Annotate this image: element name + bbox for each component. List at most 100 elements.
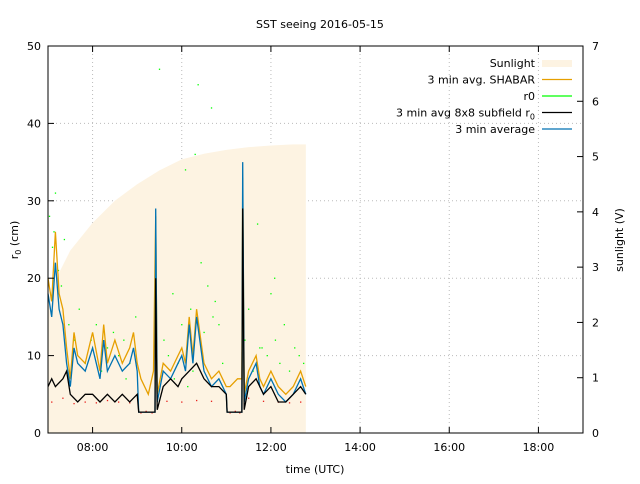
r0-point <box>274 277 276 279</box>
x-tick-label: 14:00 <box>344 441 376 454</box>
legend-subscript: 0 <box>530 113 535 122</box>
r0-point <box>68 324 70 326</box>
r0-point <box>125 378 127 380</box>
r0-low-point <box>151 412 153 414</box>
legend-label: 3 min avg. SHABAR <box>428 74 536 87</box>
r0-point <box>279 362 281 365</box>
r0-low-point <box>95 402 97 404</box>
r0-point <box>197 84 199 86</box>
y2-axis-label: sunlight (V) <box>613 208 626 272</box>
r0-low-point <box>73 402 75 405</box>
r0-point <box>100 370 103 372</box>
chart-title: SST seeing 2016-05-15 <box>256 18 384 31</box>
y-tick-label: 30 <box>27 195 41 208</box>
r0-point <box>53 231 55 233</box>
x-tick-label: 08:00 <box>77 441 109 454</box>
y2-tick-label: 5 <box>592 151 599 164</box>
r0-point <box>218 324 220 326</box>
y2-tick-label: 3 <box>592 261 599 274</box>
r0-low-point <box>288 402 291 404</box>
r0-low-point <box>166 400 168 402</box>
y2-tick-label: 7 <box>592 40 599 53</box>
r0-point <box>266 355 268 357</box>
y2-tick-label: 4 <box>592 206 599 219</box>
r0-point <box>274 339 277 341</box>
r0-low-point <box>239 412 241 414</box>
r0-point <box>117 355 120 357</box>
r0-point <box>294 347 296 349</box>
r0-low-point <box>145 410 147 413</box>
r0-low-point <box>84 401 86 403</box>
r0-low-point <box>181 401 183 403</box>
r0-low-point <box>196 399 198 402</box>
r0-low-point <box>140 412 142 414</box>
r0-point <box>256 223 259 225</box>
plot-border <box>47 45 584 434</box>
y-tick-label: 10 <box>27 350 41 363</box>
r0-point <box>60 285 63 287</box>
y2-tick-label: 6 <box>592 95 599 108</box>
r0-point <box>95 324 97 326</box>
r0-point <box>48 215 51 217</box>
grid <box>48 46 583 433</box>
x-tick-label: 12:00 <box>255 441 287 454</box>
legend-swatch-sunlight <box>542 60 572 67</box>
r0-point <box>259 347 261 349</box>
r0-low-point <box>62 397 64 399</box>
r0-low-point <box>262 400 265 402</box>
r0-point <box>270 293 272 295</box>
legend-label: r0 <box>523 90 535 103</box>
r0-point <box>172 293 174 295</box>
r0-point <box>212 316 214 318</box>
r0-point <box>106 347 109 349</box>
r0-low-point <box>106 399 109 402</box>
x-axis-label: time (UTC) <box>286 463 345 476</box>
r0-point <box>207 285 209 287</box>
r0-low-point <box>248 397 250 399</box>
x-tick-label: 18:00 <box>523 441 555 454</box>
y-tick-label: 0 <box>34 427 41 440</box>
r0-point <box>192 370 194 372</box>
subfield-line <box>47 208 307 413</box>
r0-point <box>283 324 285 326</box>
y2-tick-label: 1 <box>592 372 599 385</box>
r0-point <box>181 324 183 326</box>
shabar-line <box>47 177 307 397</box>
y-axis-label: r0 (cm) <box>8 221 23 259</box>
r0-point <box>54 192 57 194</box>
legend: Sunlight 3 min avg. SHABAR r0 3 min avg 8x8… <box>396 57 572 136</box>
r0-point <box>244 339 246 341</box>
y2-tick-label: 2 <box>592 316 599 329</box>
r0-point <box>135 316 137 318</box>
legend-label: 3 min avg 8x8 subfield r0 <box>396 107 535 122</box>
r0-point <box>184 169 187 171</box>
r0-point <box>167 355 170 357</box>
r0-point <box>200 262 202 264</box>
r0-point <box>78 308 80 310</box>
x-tick-label: 16:00 <box>433 441 465 454</box>
r0-point <box>158 68 161 70</box>
r0-point <box>194 153 196 156</box>
y-tick-label: 40 <box>27 117 41 130</box>
r0-point <box>303 362 305 365</box>
r0-point <box>51 246 54 248</box>
r0-point <box>112 331 115 334</box>
r0-point <box>63 238 66 241</box>
r0-point <box>248 308 250 310</box>
r0-low-point <box>129 402 131 404</box>
r0-point <box>210 107 213 109</box>
x-tick-label: 10:00 <box>166 441 198 454</box>
r0-point <box>203 331 205 334</box>
r0-low-point <box>210 400 213 402</box>
r0-point <box>261 347 263 349</box>
r0-point <box>222 362 224 365</box>
y2-tick-label: 0 <box>592 427 599 440</box>
r0-low-point <box>234 410 236 413</box>
r0-low-point <box>117 401 120 403</box>
r0-point <box>163 339 165 341</box>
r0-point <box>252 370 254 372</box>
r0-point <box>298 355 300 357</box>
r0-point <box>190 308 192 310</box>
y-tick-label: 50 <box>27 40 41 53</box>
